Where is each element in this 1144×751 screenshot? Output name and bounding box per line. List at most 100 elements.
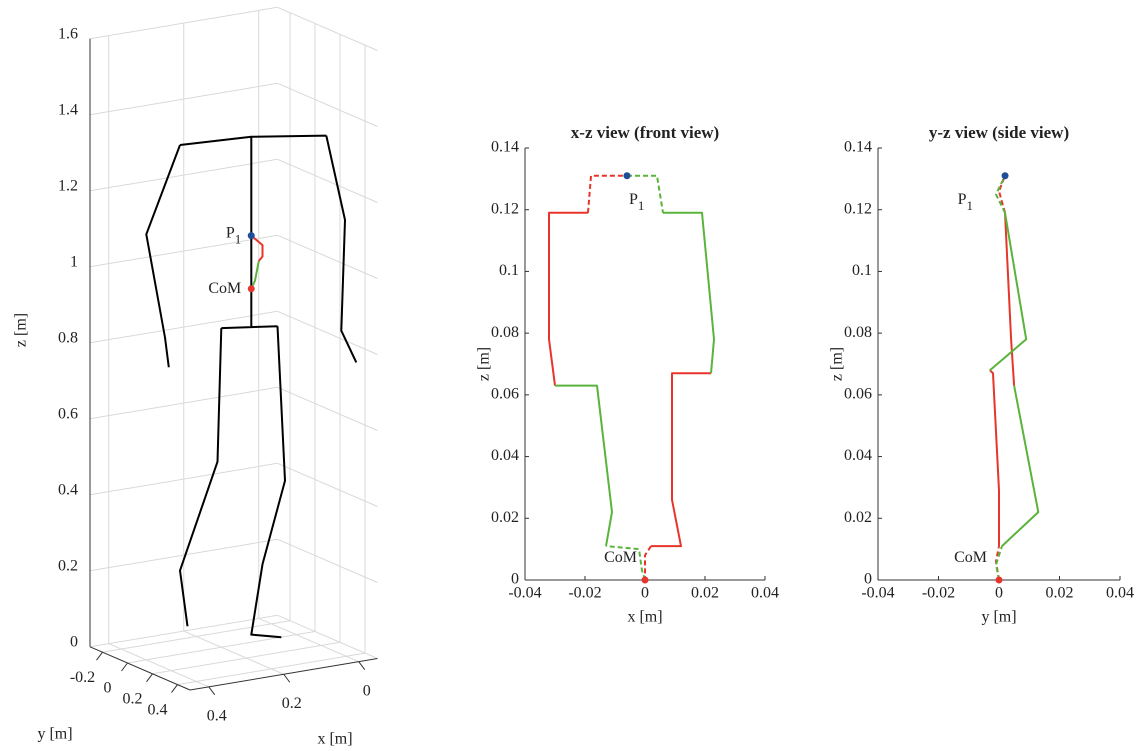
marker [623, 172, 631, 180]
grid-line [108, 643, 209, 688]
x-tick-label: 0.02 [1046, 585, 1074, 602]
grid-line [277, 614, 378, 659]
z-tick-label: 0.2 [58, 557, 78, 574]
data-line [250, 234, 264, 262]
data-line [548, 211, 711, 548]
annotation-text: CoM [604, 549, 637, 566]
grid-line [277, 82, 378, 127]
annotation-text: CoM [208, 279, 241, 296]
y-tick-label: 0 [511, 571, 519, 588]
y-tick-label: 0.2 [123, 690, 143, 707]
grid-line [277, 462, 378, 507]
y-axis-label: y [m] [37, 726, 72, 743]
y-tick-label: 0.14 [491, 139, 519, 156]
z-tick-label: 0 [70, 633, 78, 650]
chart-title: y-z view (side view) [929, 123, 1069, 142]
y-axis-label: z [m] [476, 347, 493, 381]
y-tick-label: 0.04 [844, 447, 872, 464]
y-tick-label: 0.08 [491, 324, 519, 341]
y-tick-label: 0.02 [491, 509, 519, 526]
x-tick-label: 0.2 [282, 695, 302, 712]
annotation-text: P [226, 224, 235, 241]
y-tick [171, 684, 178, 693]
y-tick-label: 0.1 [499, 262, 519, 279]
grid-line [277, 538, 378, 583]
annotation: P1 [958, 190, 973, 213]
data-line [145, 134, 358, 639]
x-tick-label: -0.02 [568, 585, 601, 602]
y-tick-label: 0.06 [491, 386, 519, 403]
marker [995, 576, 1003, 584]
x-tick-label: 0.04 [751, 585, 779, 602]
grid-line [258, 617, 359, 663]
y-tick-label: 0.12 [491, 200, 519, 217]
grid-line [102, 620, 291, 653]
z-tick-label: 1.6 [58, 25, 78, 42]
x-axis-label: x [m] [627, 609, 662, 626]
annotation: P1 [629, 190, 644, 213]
marker [1001, 172, 1009, 180]
annotation: CoM [208, 279, 241, 296]
data-line [989, 212, 1040, 547]
chart-title: x-z view (front view) [571, 123, 719, 142]
y-tick-label: 0.12 [844, 200, 872, 217]
y-tick-label: 0.06 [844, 386, 872, 403]
grid-line [277, 158, 378, 203]
grid-line [277, 386, 378, 431]
x-tick [358, 661, 366, 670]
x-tick-label: 0.04 [1106, 585, 1134, 602]
x-axis-label: x [m] [317, 731, 352, 748]
z-tick-label: 1.2 [58, 177, 78, 194]
x-tick [283, 673, 291, 683]
data-line [605, 174, 664, 581]
z-tick-label: 1.4 [58, 101, 78, 118]
data-line [995, 175, 1006, 581]
grid-line [277, 310, 378, 355]
z-tick-label: 1 [70, 253, 78, 270]
annotation: P1 [226, 224, 241, 247]
grid-line [127, 631, 316, 664]
z-tick-label: 0.6 [58, 405, 78, 422]
annotation-text: P [629, 190, 638, 207]
y-tick-label: 0.08 [844, 324, 872, 341]
y-tick-label: -0.2 [70, 669, 95, 686]
x-tick-label: 0.02 [691, 585, 719, 602]
y-axis-label: z [m] [829, 347, 846, 381]
z-tick-label: 0.4 [58, 481, 78, 498]
x-tick-label: -0.04 [508, 585, 541, 602]
marker [247, 285, 255, 293]
y-tick-label: 0.04 [491, 447, 519, 464]
data-line [995, 175, 1006, 581]
annotation-subscript: 1 [967, 198, 974, 213]
data-line [250, 260, 260, 290]
z-axis-label: z [m] [13, 313, 30, 347]
grid-line [277, 6, 378, 51]
y-tick-label: 0 [864, 571, 872, 588]
data-line [587, 174, 652, 580]
annotation: CoM [954, 549, 987, 566]
x-tick-label: 0 [363, 682, 371, 699]
annotation-text: CoM [954, 549, 987, 566]
y-tick [146, 673, 153, 683]
x-tick-label: 0.4 [207, 708, 227, 725]
x-tick-label: -0.02 [922, 585, 955, 602]
marker [641, 576, 649, 584]
grid-line [277, 234, 378, 279]
y-tick-label: 0.02 [844, 509, 872, 526]
x-tick-label: 0 [995, 585, 1003, 602]
grid-line [152, 641, 341, 675]
y-axis [89, 646, 191, 691]
y-tick-label: 0.14 [844, 139, 872, 156]
y-tick-label: 0.1 [852, 262, 872, 279]
annotation: CoM [604, 549, 637, 566]
x-tick [208, 686, 216, 696]
y-tick-label: 0 [104, 680, 112, 697]
y-tick-label: 0.4 [148, 701, 168, 718]
annotation-subscript: 1 [235, 232, 242, 247]
data-line [555, 211, 715, 547]
x-tick-label: 0 [641, 585, 649, 602]
marker [247, 232, 255, 240]
grid-line [183, 630, 284, 675]
data-line [989, 212, 1016, 547]
